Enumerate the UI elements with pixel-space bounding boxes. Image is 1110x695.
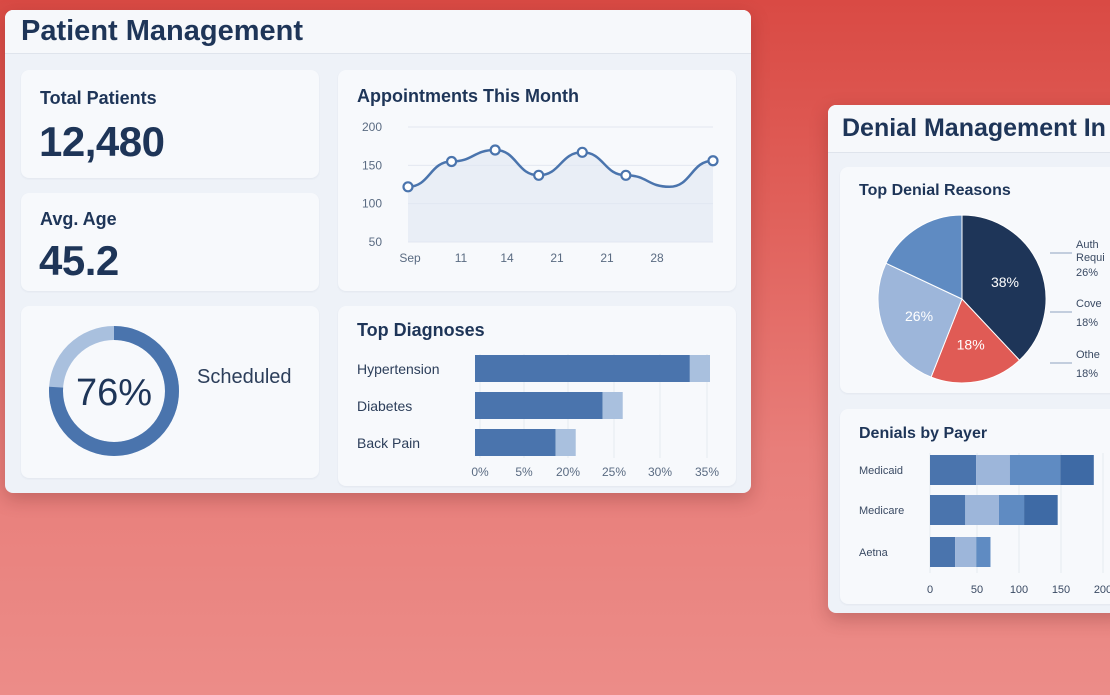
denial-pie-slice xyxy=(961,214,1047,361)
diagnoses-x-tick: 35% xyxy=(695,465,719,479)
payer-bar-segment xyxy=(955,537,977,567)
avg-age-card[interactable]: Avg. Age 45.2 xyxy=(21,193,319,291)
payer-x-tick: 50 xyxy=(971,584,983,596)
diagnosis-label-hypertension: Hypertension xyxy=(357,361,440,377)
diagnoses-x-tick: 0% xyxy=(471,465,489,479)
denial-pie-slice xyxy=(877,262,963,378)
payer-bar-segment xyxy=(930,455,977,485)
appointments-x-tick: 11 xyxy=(455,251,468,265)
denial-legend-label: Auth xyxy=(1076,239,1099,251)
diagnoses-title: Top Diagnoses xyxy=(357,320,485,340)
denial-legend-value: 26% xyxy=(1076,267,1098,279)
appointments-point xyxy=(402,181,414,193)
payer-label: Aetna xyxy=(859,547,889,559)
denial-management-window: Denial Management In Top Denial Reasons … xyxy=(828,105,1110,613)
denial-legend-label-line2: Requi xyxy=(1076,252,1105,264)
payer-bar-segment xyxy=(976,455,1010,485)
scheduled-percent: 76% xyxy=(76,372,152,414)
payer-x-tick: 0 xyxy=(927,584,933,596)
payer-label: Medicaid xyxy=(859,465,903,477)
payer-bar-segment xyxy=(930,537,956,567)
scheduled-card[interactable]: 76% Scheduled xyxy=(21,306,319,478)
diagnosis-bar-primary xyxy=(475,355,690,382)
denial-legend-label: Cove xyxy=(1076,298,1102,310)
appointments-x-tick: 14 xyxy=(500,251,514,265)
payers-title: Denials by Payer xyxy=(859,425,988,442)
denial-reasons-title: Top Denial Reasons xyxy=(859,182,1011,199)
diagnosis-bar-secondary xyxy=(602,392,623,419)
patient-management-window: Patient Management Total Patients 12,480… xyxy=(5,10,751,493)
denial-pie-label: 26% xyxy=(905,308,933,324)
appointments-y-tick: 150 xyxy=(362,158,382,172)
payer-bar-segment xyxy=(1009,455,1061,485)
appointments-line-chart: 200 150 100 50 Sep 11 14 21 21 28 xyxy=(362,120,719,265)
appointments-y-tick: 200 xyxy=(362,120,382,134)
denial-legend-label: Othe xyxy=(1076,349,1100,361)
avg-age-label: Avg. Age xyxy=(40,209,117,229)
payer-bar-segment xyxy=(1060,455,1094,485)
appointments-point xyxy=(533,169,545,181)
diagnoses-x-tick: 25% xyxy=(602,465,626,479)
denial-pie-slice xyxy=(885,214,963,300)
diagnosis-bar-secondary xyxy=(689,355,710,382)
diagnoses-x-tick: 20% xyxy=(556,465,580,479)
appointments-point xyxy=(489,144,501,156)
payer-bar-segment xyxy=(965,495,999,525)
diagnoses-x-tick: 30% xyxy=(648,465,672,479)
diagnosis-bar-secondary xyxy=(555,429,576,456)
denial-reasons-card[interactable]: Top Denial Reasons 38% 18% 26% Auth Requi 26%… xyxy=(840,167,1110,393)
denial-legend-value: 18% xyxy=(1076,317,1098,329)
appointments-x-tick: 21 xyxy=(550,251,564,265)
appointments-x-tick: 28 xyxy=(650,251,664,265)
appointments-card[interactable]: Appointments This Month 200 150 100 50 Sep 11… xyxy=(338,70,736,291)
total-patients-value: 12,480 xyxy=(39,118,165,165)
diagnoses-bar-chart: 0% 5% 20% 25% 30% 35% xyxy=(471,354,719,479)
denials-by-payer-chart: 0 50 100 150 200 Medicaid Medicare Aetna xyxy=(859,453,1110,596)
payer-bar-segment xyxy=(930,495,966,525)
payer-x-tick: 100 xyxy=(1010,584,1028,596)
diagnosis-bar-primary xyxy=(475,429,556,456)
appointments-point xyxy=(576,146,588,158)
scheduled-ring: 76% xyxy=(49,326,179,456)
payer-x-tick: 150 xyxy=(1052,584,1070,596)
avg-age-value: 45.2 xyxy=(39,237,119,284)
total-patients-card[interactable]: Total Patients 12,480 xyxy=(21,70,319,178)
diagnosis-bar-primary xyxy=(475,392,603,419)
appointments-point xyxy=(445,155,458,168)
scheduled-ring-progress xyxy=(49,326,179,456)
patient-window-title: Patient Management xyxy=(21,15,303,47)
denial-window-header: Denial Management In xyxy=(828,105,1110,153)
denial-pie-slice xyxy=(930,298,1021,384)
appointments-x-tick: Sep xyxy=(399,251,421,265)
patient-window-header: Patient Management xyxy=(5,10,751,54)
denial-pie-label: 18% xyxy=(957,336,985,352)
denial-pie-label: 38% xyxy=(991,274,1019,290)
diagnosis-label-back-pain: Back Pain xyxy=(357,435,421,451)
payer-x-tick: 200 xyxy=(1094,584,1110,596)
payer-label: Medicare xyxy=(859,505,904,517)
diagnoses-card[interactable]: Top Diagnoses Hypertension Diabetes Back… xyxy=(338,306,736,486)
total-patients-label: Total Patients xyxy=(40,88,157,108)
diagnosis-label-diabetes: Diabetes xyxy=(357,398,413,414)
appointments-x-tick: 21 xyxy=(600,251,614,265)
denials-by-payer-card[interactable]: Denials by Payer 0 50 100 150 200 Medicaid Med… xyxy=(840,409,1110,604)
denial-window-title: Denial Management In xyxy=(842,114,1106,142)
payer-bar-segment xyxy=(1024,495,1058,525)
scheduled-label: Scheduled xyxy=(197,366,292,388)
appointments-point xyxy=(620,169,632,181)
appointments-area xyxy=(408,150,713,242)
payer-bar-segment xyxy=(976,537,991,567)
payer-bar-segment xyxy=(998,495,1025,525)
diagnoses-x-tick: 5% xyxy=(515,465,533,479)
appointments-point xyxy=(707,155,719,167)
denial-legend-value: 18% xyxy=(1076,368,1098,380)
appointments-y-tick: 100 xyxy=(362,197,382,211)
appointments-title: Appointments This Month xyxy=(357,86,579,106)
appointments-y-tick: 50 xyxy=(369,235,383,249)
